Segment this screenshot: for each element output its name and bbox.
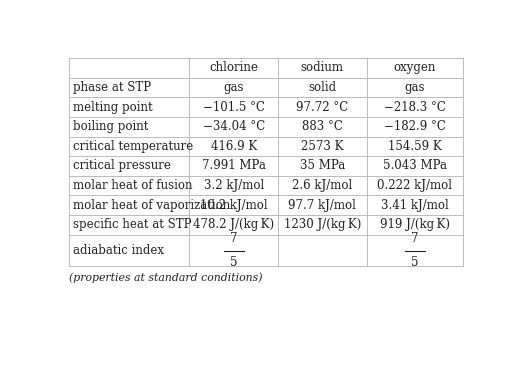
Text: 0.222 kJ/mol: 0.222 kJ/mol <box>377 179 453 192</box>
Text: 2.6 kJ/mol: 2.6 kJ/mol <box>292 179 353 192</box>
Text: −101.5 °C: −101.5 °C <box>203 100 265 114</box>
Text: specific heat at STP: specific heat at STP <box>73 218 192 231</box>
Text: 1230 J/(kg K): 1230 J/(kg K) <box>283 218 361 231</box>
Text: sodium: sodium <box>301 61 344 74</box>
Text: 2573 K: 2573 K <box>301 140 343 153</box>
Text: −34.04 °C: −34.04 °C <box>203 120 265 133</box>
Text: 35 MPa: 35 MPa <box>300 159 345 172</box>
Text: −218.3 °C: −218.3 °C <box>384 100 446 114</box>
Text: boiling point: boiling point <box>73 120 149 133</box>
Text: 7: 7 <box>411 232 419 245</box>
Text: 478.2 J/(kg K): 478.2 J/(kg K) <box>193 218 274 231</box>
Text: −182.9 °C: −182.9 °C <box>384 120 446 133</box>
Text: 7: 7 <box>230 232 238 245</box>
Text: solid: solid <box>308 81 336 94</box>
Text: 919 J/(kg K): 919 J/(kg K) <box>380 218 450 231</box>
Text: (properties at standard conditions): (properties at standard conditions) <box>70 272 263 283</box>
Text: 416.9 K: 416.9 K <box>211 140 257 153</box>
Text: melting point: melting point <box>73 100 153 114</box>
Text: 3.2 kJ/mol: 3.2 kJ/mol <box>204 179 264 192</box>
Text: 883 °C: 883 °C <box>302 120 343 133</box>
Text: 3.41 kJ/mol: 3.41 kJ/mol <box>381 199 449 212</box>
Text: oxygen: oxygen <box>394 61 436 74</box>
Text: 97.7 kJ/mol: 97.7 kJ/mol <box>289 199 356 212</box>
Text: molar heat of fusion: molar heat of fusion <box>73 179 193 192</box>
Text: 5: 5 <box>411 256 419 269</box>
Text: critical temperature: critical temperature <box>73 140 194 153</box>
Text: critical pressure: critical pressure <box>73 159 171 172</box>
Text: 97.72 °C: 97.72 °C <box>296 100 348 114</box>
Text: gas: gas <box>405 81 425 94</box>
Text: 5: 5 <box>230 256 238 269</box>
Text: gas: gas <box>224 81 244 94</box>
Text: adiabatic index: adiabatic index <box>73 244 165 257</box>
Text: phase at STP: phase at STP <box>73 81 151 94</box>
Text: 5.043 MPa: 5.043 MPa <box>383 159 447 172</box>
Text: chlorine: chlorine <box>209 61 258 74</box>
Text: molar heat of vaporization: molar heat of vaporization <box>73 199 231 212</box>
Text: 154.59 K: 154.59 K <box>388 140 442 153</box>
Text: 10.2 kJ/mol: 10.2 kJ/mol <box>200 199 268 212</box>
Text: 7.991 MPa: 7.991 MPa <box>202 159 266 172</box>
